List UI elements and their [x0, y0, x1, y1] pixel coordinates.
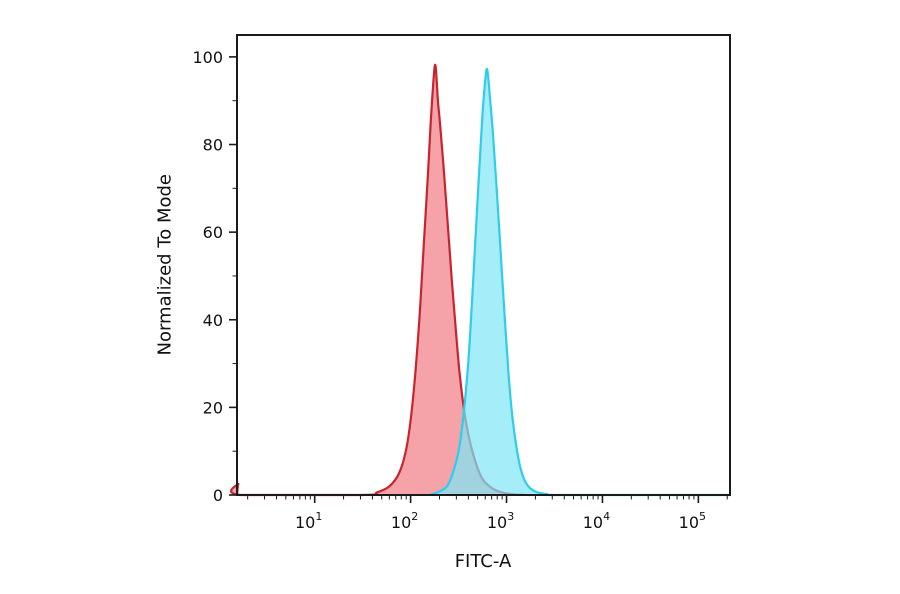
y-tick-label: 40	[203, 311, 223, 330]
red-control-histogram-fill	[231, 64, 526, 496]
y-tick-label: 80	[203, 136, 223, 155]
x-tick-label: 104	[583, 510, 610, 532]
y-axis-label: Normalized To Mode	[154, 173, 176, 356]
x-tick-label: 103	[487, 510, 514, 532]
cyan-stained-histogram-curve	[429, 67, 730, 497]
y-tick-label: 0	[213, 486, 223, 505]
x-tick-label: 105	[679, 510, 706, 532]
x-tick-label: 101	[295, 510, 322, 532]
y-tick-label: 60	[203, 223, 223, 242]
plot-frame	[236, 34, 731, 496]
y-tick-label: 100	[192, 48, 223, 67]
x-tick-label: 102	[391, 510, 418, 532]
cyan-stained-histogram-fill	[429, 68, 730, 495]
y-tick-label: 20	[203, 398, 223, 417]
x-axis-label: FITC-A	[454, 551, 512, 572]
